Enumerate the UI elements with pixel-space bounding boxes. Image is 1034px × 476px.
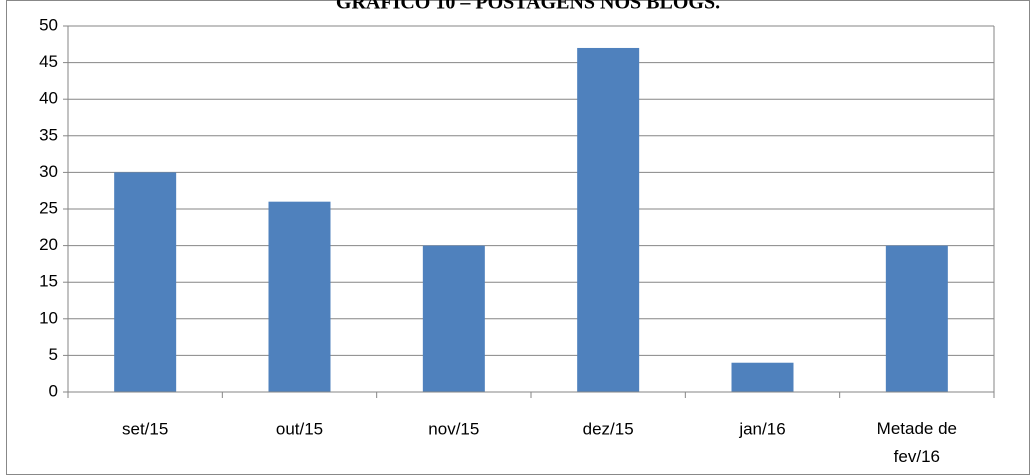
x-tick-label: dez/15 <box>583 419 634 438</box>
bar <box>268 201 331 392</box>
y-tick-label: 30 <box>39 162 58 181</box>
bar <box>422 245 485 392</box>
chart-title: GRÁFICO 10 – POSTAGENS NOS BLOGS. <box>336 0 720 14</box>
y-tick-label: 25 <box>39 198 58 217</box>
y-tick-label: 10 <box>39 308 58 327</box>
y-tick-label: 0 <box>49 381 58 400</box>
y-tick-label: 15 <box>39 272 58 291</box>
y-tick-label: 5 <box>49 345 58 364</box>
x-tick-label: jan/16 <box>738 419 785 438</box>
y-tick-label: 35 <box>39 125 58 144</box>
bar <box>731 362 794 392</box>
y-tick-label: 45 <box>39 52 58 71</box>
x-tick-label: nov/15 <box>428 419 479 438</box>
y-tick-label: 40 <box>39 89 58 108</box>
chart-border <box>6 0 1030 475</box>
y-tick-label: 50 <box>39 15 58 34</box>
bar <box>114 172 177 392</box>
x-tick-label: Metade de fev/16 <box>877 419 957 466</box>
x-tick-label: out/15 <box>276 419 323 438</box>
x-tick-label: set/15 <box>122 419 168 438</box>
bar <box>885 245 948 392</box>
bar <box>577 47 640 393</box>
y-tick-label: 20 <box>39 235 58 254</box>
